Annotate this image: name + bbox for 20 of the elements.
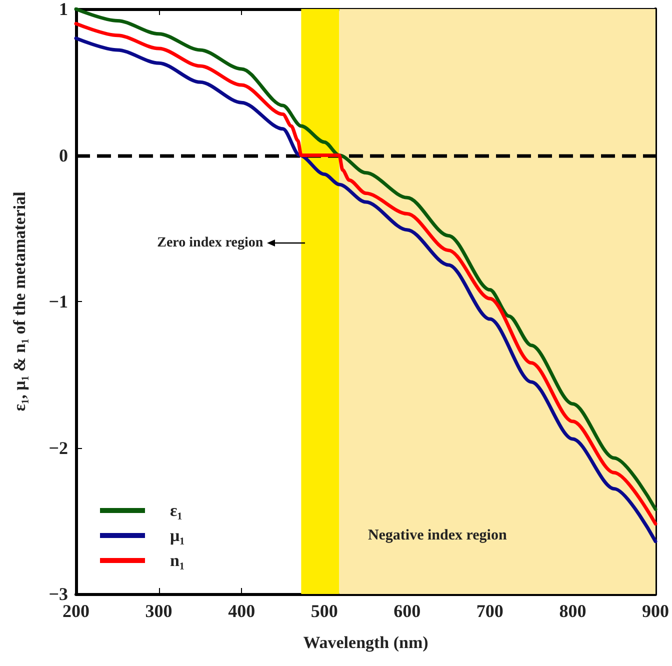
y-tick-label: −1 [48,292,68,312]
x-tick-label: 800 [559,601,586,621]
x-tick-label: 400 [228,601,256,621]
legend-label: ε₁ [170,501,182,520]
legend-label: μ₁ [170,526,185,545]
x-tick-label: 600 [394,601,421,621]
band-label: Negative index region [368,528,508,544]
x-axis-title: Wavelength (nm) [303,633,428,652]
y-tick-label: −3 [48,584,68,604]
y-tick-label: 1 [59,0,68,19]
x-tick-label: 200 [62,601,90,621]
x-tick-label: 700 [476,601,504,621]
y-axis-title: ε₁, μ₁ & n₁ of the metamaterial [10,191,29,412]
x-tick-label: 300 [145,601,172,621]
y-tick-label: −2 [48,438,68,458]
x-tick-label: 900 [642,601,669,621]
y-tick-label: 0 [59,145,68,166]
band-label: Zero index region [157,236,264,250]
x-tick-label: 500 [310,601,338,621]
legend-label: n₁ [170,551,185,570]
